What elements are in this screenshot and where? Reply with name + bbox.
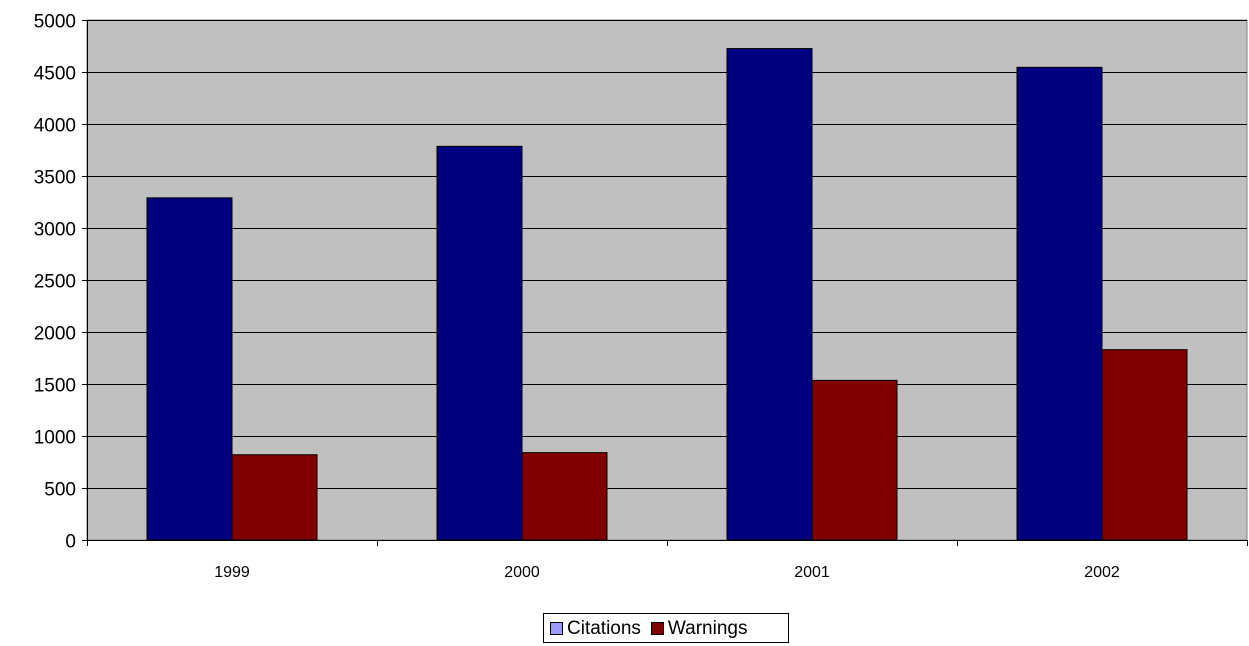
y-tick-label: 2000 [34, 324, 76, 345]
y-tick-label: 2500 [34, 272, 76, 293]
legend-item-citations: Citations [550, 619, 641, 638]
bar-citations-2000 [436, 145, 523, 541]
y-tick-label: 4500 [34, 64, 76, 85]
y-tick-label: 0 [65, 532, 76, 553]
y-tick-label: 500 [44, 480, 76, 501]
legend-label-warnings: Warnings [667, 617, 748, 639]
legend-swatch-warnings [650, 621, 664, 635]
legend-item-warnings: Warnings [650, 617, 748, 639]
y-tick-label: 3000 [34, 220, 76, 241]
y-axis-ticks: 0 500 1000 1500 2000 2500 3000 3500 4000 4500 5000 [34, 12, 87, 553]
x-tick-label: 2000 [504, 564, 540, 581]
bar-warnings-2001 [811, 379, 898, 541]
bar-citations-2002 [1016, 66, 1103, 541]
legend-swatch-citations [550, 621, 563, 635]
bar-citations-1999 [146, 197, 233, 541]
bar-warnings-1999 [231, 454, 318, 541]
y-tick-label: 1500 [34, 376, 76, 397]
legend-label-citations: Citations [567, 617, 641, 639]
bar-warnings-2002 [1101, 349, 1188, 541]
y-tick-label: 5000 [34, 12, 76, 33]
legend: Citations Warnings [543, 613, 789, 643]
y-tick-label: 3500 [34, 168, 76, 189]
y-tick-label: 4000 [34, 116, 76, 137]
x-tick-label: 1999 [214, 564, 250, 581]
x-tick-label: 2001 [794, 564, 830, 581]
bar-citations-2001 [726, 48, 813, 541]
x-tick-label: 2002 [1084, 564, 1120, 581]
x-axis-ticks: 1999 2000 2001 2002 [87, 540, 1248, 581]
bar-warnings-2000 [521, 452, 608, 541]
y-tick-label: 1000 [34, 428, 76, 449]
